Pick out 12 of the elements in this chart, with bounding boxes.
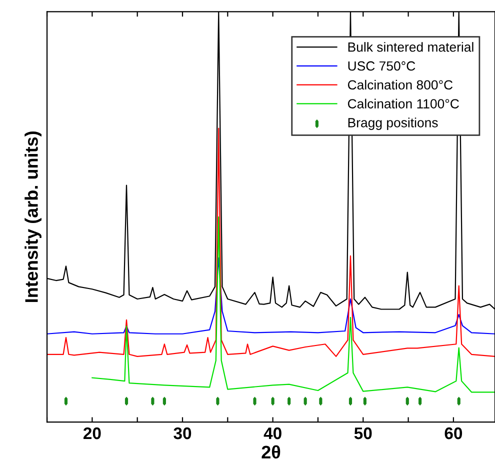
x-tick-label: 50 <box>354 427 372 440</box>
legend-label: USC 750°C <box>348 61 416 71</box>
x-tick-label: 30 <box>174 427 192 440</box>
legend-label: Calcination 800°C <box>348 80 453 90</box>
x-tick-label: 20 <box>83 427 101 440</box>
legend-label: Calcination 1100°C <box>348 98 459 108</box>
x-tick-label: 40 <box>264 427 282 440</box>
y-axis-title: Intensity (arb. units) <box>24 132 42 302</box>
x-axis-title: 2θ <box>262 445 280 459</box>
legend-label: Bragg positions <box>348 118 438 130</box>
legend-label: Bulk sintered material <box>348 42 474 52</box>
x-tick-label: 60 <box>444 427 462 440</box>
